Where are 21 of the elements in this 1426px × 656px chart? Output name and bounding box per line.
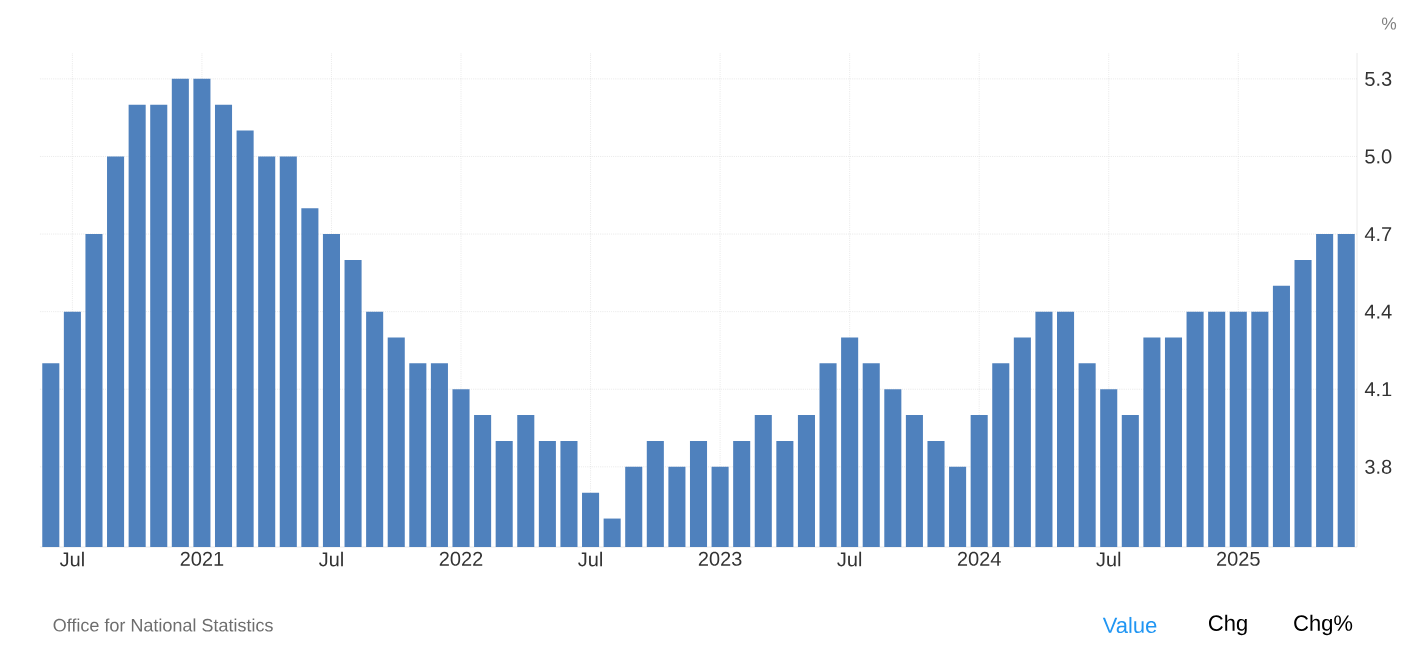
x-tick-label: 2021 xyxy=(180,551,224,566)
y-tick-label: 5.0 xyxy=(1365,149,1392,164)
x-tick-label: Jul xyxy=(59,551,84,567)
y-tick-label: 4.7 xyxy=(1364,227,1392,241)
x-tick-label: 2025 xyxy=(1217,551,1260,566)
x-tick-label: 2022 xyxy=(439,551,483,566)
text: Office for National Statistics xyxy=(53,618,273,632)
x-tick-label: Jul xyxy=(578,551,602,567)
x-tick-label: Jul xyxy=(1096,551,1121,567)
x-tick-label: Jul xyxy=(319,551,343,567)
y-tick-label: 5.3 xyxy=(1365,71,1392,86)
x-tick-label: 2024 xyxy=(957,551,1001,566)
text: Chg xyxy=(1208,614,1247,636)
y-tick-label: 4.1 xyxy=(1364,382,1392,397)
text: Chg% xyxy=(1294,614,1353,636)
text: Value xyxy=(1102,616,1157,634)
x-tick-label: Jul xyxy=(837,551,862,567)
x-tick-label: 2023 xyxy=(698,551,742,566)
y-axis-title: % xyxy=(1381,17,1397,30)
y-tick-label: 4.4 xyxy=(1364,304,1392,319)
y-tick-label: 3.8 xyxy=(1365,459,1392,474)
